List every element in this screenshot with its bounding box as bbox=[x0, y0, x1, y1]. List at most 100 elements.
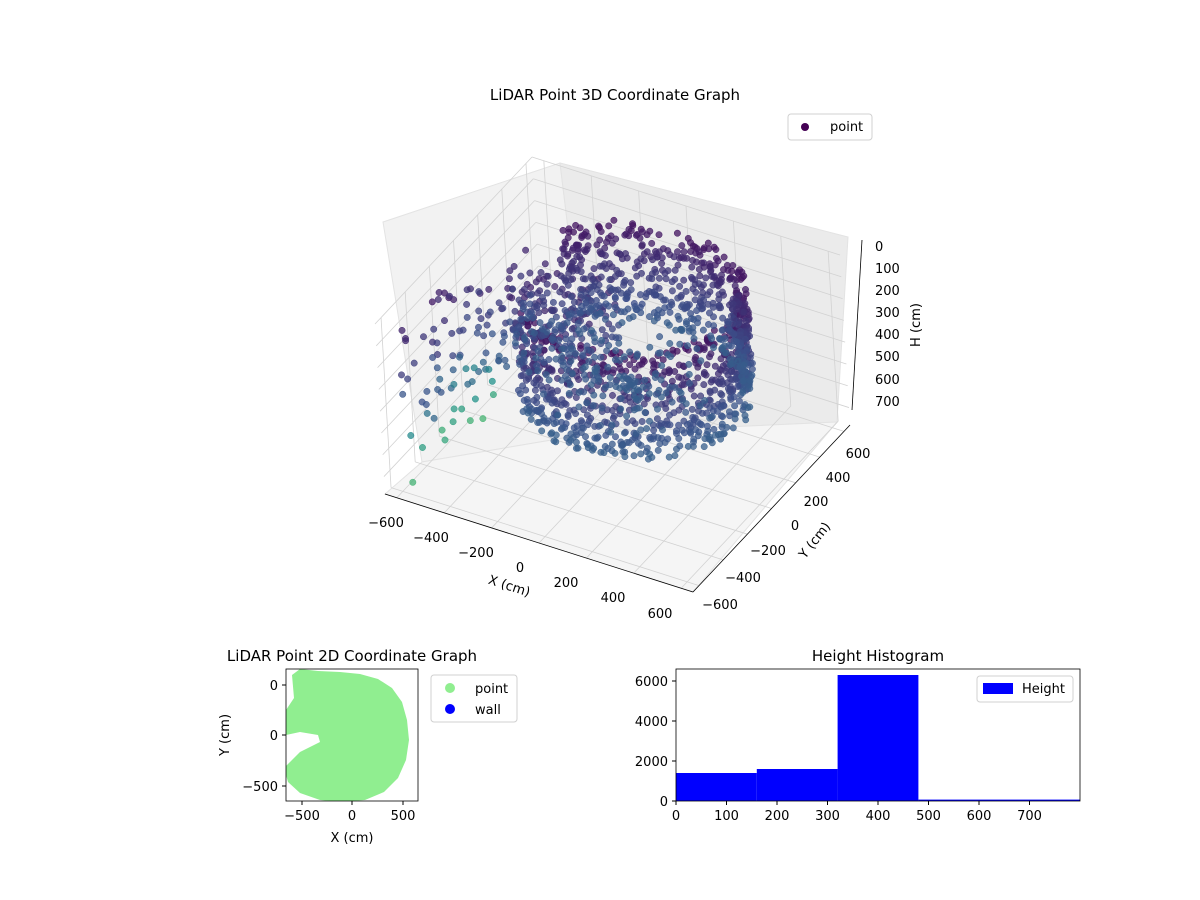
lidar-point bbox=[739, 389, 747, 396]
lidar-point bbox=[433, 364, 441, 372]
lidar-point bbox=[475, 288, 483, 296]
lidar-point bbox=[510, 262, 518, 270]
y-tick-label: 0 bbox=[791, 519, 799, 534]
x-tick-label: 200 bbox=[554, 576, 579, 591]
lidar-point bbox=[540, 358, 548, 366]
lidar-point bbox=[543, 395, 550, 403]
lidar-point bbox=[601, 384, 609, 392]
lidar-point bbox=[608, 421, 616, 429]
lidar-point bbox=[677, 389, 685, 397]
lidar-point bbox=[746, 403, 754, 411]
lidar-point bbox=[667, 353, 674, 361]
lidar-point bbox=[613, 266, 621, 274]
lidar-point bbox=[559, 226, 567, 234]
lidar-point bbox=[748, 371, 756, 379]
y-tick-label: −600 bbox=[702, 598, 738, 613]
lidar-point bbox=[410, 359, 418, 367]
lidar-point bbox=[645, 382, 653, 390]
lidar-point bbox=[520, 396, 528, 404]
lidar-point bbox=[684, 234, 692, 242]
lidar-point bbox=[731, 282, 739, 290]
lidar-point bbox=[600, 292, 608, 300]
lidar-point bbox=[666, 308, 674, 316]
lidar-point bbox=[615, 339, 623, 347]
lidar-point bbox=[639, 383, 647, 391]
y-tick-label: 400 bbox=[826, 471, 851, 486]
lidar-point bbox=[688, 263, 696, 271]
lidar-point bbox=[599, 262, 607, 270]
lidar-point bbox=[679, 396, 687, 404]
x-tick-label: −600 bbox=[368, 516, 404, 531]
lidar-point bbox=[717, 403, 725, 411]
lidar-point bbox=[655, 386, 663, 394]
lidar-point bbox=[735, 397, 743, 405]
lidar-point bbox=[727, 368, 735, 376]
lidar-point bbox=[526, 291, 534, 299]
lidar-point bbox=[648, 288, 656, 296]
lidar-point bbox=[655, 231, 663, 239]
lidar-point bbox=[695, 248, 703, 256]
lidar-point bbox=[610, 216, 618, 224]
lidar-point bbox=[449, 352, 457, 360]
lidar-point bbox=[470, 364, 478, 372]
lidar-point bbox=[578, 302, 586, 310]
z-tick-label: 200 bbox=[875, 284, 900, 299]
lidar-point bbox=[527, 328, 535, 336]
lidar-point bbox=[671, 452, 679, 460]
lidar-point bbox=[596, 309, 604, 317]
lidar-point bbox=[446, 292, 453, 300]
lidar-point bbox=[519, 382, 527, 390]
lidar-point bbox=[678, 426, 686, 434]
lidar-point bbox=[621, 429, 628, 437]
grid-line bbox=[780, 236, 792, 407]
lidar-point bbox=[629, 417, 637, 425]
plot3d: LiDAR Point 3D Coordinate Graph −600 −40… bbox=[368, 86, 924, 622]
lidar-point bbox=[623, 412, 631, 420]
z-axis-line bbox=[851, 239, 863, 411]
lidar-point bbox=[463, 300, 471, 308]
lidar-point bbox=[665, 321, 673, 329]
lidar-point bbox=[652, 370, 659, 378]
lidar-point bbox=[612, 235, 620, 243]
lidar-point bbox=[712, 431, 719, 439]
y-axis-line bbox=[692, 424, 851, 593]
lidar-point bbox=[650, 317, 658, 325]
x-axis-label: X (cm) bbox=[486, 573, 532, 601]
lidar-point bbox=[448, 329, 456, 337]
lidar-point bbox=[641, 376, 649, 384]
lidar-point bbox=[653, 415, 661, 423]
lidar-point bbox=[638, 241, 646, 249]
z-ticks: 0 100 200 300 400 500 600 700 H (cm) bbox=[875, 240, 924, 410]
lidar-point bbox=[609, 311, 617, 319]
lidar-point bbox=[398, 371, 405, 379]
lidar-point bbox=[526, 300, 534, 308]
lidar-point bbox=[646, 227, 654, 235]
lidar-point bbox=[543, 280, 551, 288]
lidar-point bbox=[587, 305, 595, 312]
x-axis-label: X (cm) bbox=[331, 831, 374, 846]
lidar-point bbox=[631, 365, 639, 373]
lidar-point bbox=[458, 405, 466, 413]
legend-marker-point bbox=[445, 683, 455, 693]
lidar-point bbox=[602, 332, 610, 339]
lidar-point bbox=[450, 405, 458, 413]
lidar-point bbox=[654, 405, 661, 413]
lidar-point bbox=[620, 278, 628, 286]
lidar-point bbox=[595, 374, 603, 382]
lidar-point bbox=[726, 361, 734, 369]
lidar-point bbox=[703, 361, 711, 369]
lidar-point bbox=[605, 222, 613, 230]
lidar-point bbox=[698, 421, 705, 429]
lidar-point bbox=[423, 409, 431, 417]
lidar-point bbox=[534, 419, 542, 426]
lidar-point bbox=[633, 350, 641, 358]
lidar-point bbox=[419, 444, 426, 451]
lidar-point bbox=[608, 285, 616, 293]
lidar-point bbox=[423, 387, 431, 395]
lidar-point bbox=[506, 267, 514, 275]
lidar-point bbox=[430, 414, 438, 422]
lidar-point bbox=[515, 324, 523, 332]
lidar-point bbox=[475, 307, 483, 315]
lidar-point bbox=[719, 380, 727, 388]
grid-line bbox=[382, 287, 540, 456]
